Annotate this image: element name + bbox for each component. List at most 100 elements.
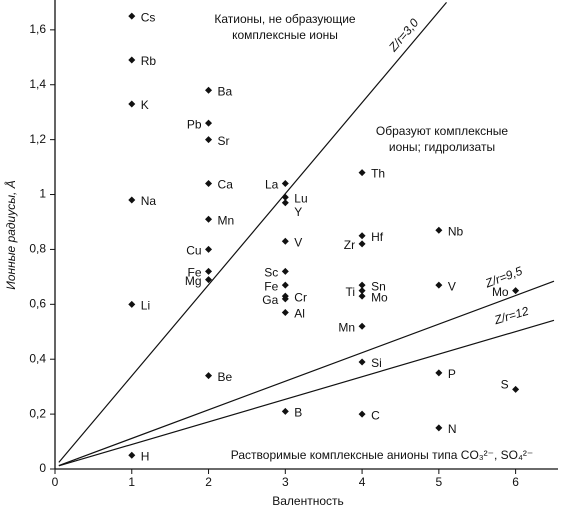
annotation: Растворимые комплексные анионы типа CO₃²… — [231, 448, 534, 462]
point-label: Mn — [218, 213, 235, 227]
point-label: Sn — [371, 279, 386, 293]
y-tick-label: 1,6 — [29, 22, 46, 36]
point-label: Ti — [346, 285, 356, 299]
point-label: Rb — [141, 54, 157, 68]
point-label: Cu — [186, 244, 201, 258]
point — [281, 199, 289, 207]
point — [358, 232, 366, 240]
point — [128, 100, 136, 108]
point-label: Zr — [344, 238, 355, 252]
point — [358, 322, 366, 330]
y-tick-label: 1,2 — [29, 132, 46, 146]
point — [435, 424, 443, 432]
point-label: Sc — [264, 266, 278, 280]
point-label: B — [294, 406, 302, 420]
reference-line-label: Z/r=12 — [492, 304, 531, 328]
y-tick-label: 0,2 — [29, 406, 46, 420]
point — [128, 12, 136, 20]
point-label: P — [448, 367, 456, 381]
point-label: H — [141, 449, 150, 463]
y-axis-label: Ионные радиусы, Å — [3, 180, 18, 289]
point — [205, 136, 213, 144]
x-tick-label: 2 — [205, 475, 212, 489]
point — [205, 86, 213, 94]
point — [358, 410, 366, 418]
point-label: S — [501, 378, 509, 392]
point — [205, 245, 213, 253]
point-label: V — [294, 235, 302, 249]
x-tick-label: 0 — [52, 475, 59, 489]
point-label: Pb — [187, 117, 202, 131]
point-label: Cs — [141, 10, 156, 24]
annotation: ионы; гидролизаты — [389, 140, 495, 154]
point — [205, 267, 213, 275]
point — [358, 240, 366, 248]
reference-line-label: Z/r=3,0 — [385, 16, 421, 55]
point-label: Lu — [294, 191, 307, 205]
point — [358, 358, 366, 366]
point-label: Be — [218, 370, 233, 384]
point — [281, 309, 289, 317]
point-label: Na — [141, 194, 157, 208]
point — [128, 300, 136, 308]
point-label: Mn — [338, 320, 355, 334]
point-label: V — [448, 279, 456, 293]
y-tick-label: 0,4 — [29, 351, 46, 365]
reference-line — [58, 280, 555, 467]
point — [435, 369, 443, 377]
annotation: Катионы, не образующие — [214, 12, 356, 26]
point — [512, 385, 520, 393]
point-label: Ba — [218, 84, 233, 98]
point — [205, 180, 213, 188]
point-label: Si — [371, 356, 382, 370]
point-label: Y — [294, 205, 302, 219]
point-label: Cr — [294, 290, 307, 304]
point — [128, 196, 136, 204]
point — [128, 56, 136, 64]
point-label: Li — [141, 298, 150, 312]
y-tick-label: 0 — [39, 461, 46, 475]
point — [281, 193, 289, 201]
point-label: La — [265, 178, 279, 192]
y-tick-label: 0,8 — [29, 242, 46, 256]
point — [358, 169, 366, 177]
point-label: Nb — [448, 224, 464, 238]
point-label: Th — [371, 167, 385, 181]
x-tick-label: 3 — [282, 475, 289, 489]
point — [435, 281, 443, 289]
x-tick-label: 1 — [128, 475, 135, 489]
point — [358, 292, 366, 300]
point — [281, 237, 289, 245]
point — [205, 372, 213, 380]
point-label: Mo — [371, 290, 388, 304]
point-label: Sr — [218, 134, 230, 148]
point-label: Fe — [188, 266, 202, 280]
y-tick-label: 1,4 — [29, 77, 46, 91]
point — [281, 407, 289, 415]
point — [281, 295, 289, 303]
reference-line — [58, 319, 555, 467]
point — [358, 287, 366, 295]
x-axis-label: Валентность — [272, 494, 344, 508]
point-label: Mo — [492, 285, 509, 299]
point — [205, 215, 213, 223]
point-label: Al — [294, 307, 305, 321]
point — [281, 281, 289, 289]
point-label: Ga — [262, 293, 278, 307]
reference-line — [58, 2, 447, 463]
annotation: Образуют комплексные — [376, 124, 508, 138]
point-label: Fe — [264, 279, 278, 293]
point-label: N — [448, 422, 457, 436]
x-tick-label: 5 — [436, 475, 443, 489]
point-label: Hf — [371, 230, 384, 244]
point — [205, 119, 213, 127]
point — [281, 267, 289, 275]
point — [205, 276, 213, 284]
point-label: K — [141, 98, 149, 112]
point — [358, 281, 366, 289]
point — [128, 451, 136, 459]
annotation: комплексные ионы — [232, 28, 338, 42]
x-tick-label: 6 — [512, 475, 519, 489]
point-label: Mg — [185, 274, 202, 288]
